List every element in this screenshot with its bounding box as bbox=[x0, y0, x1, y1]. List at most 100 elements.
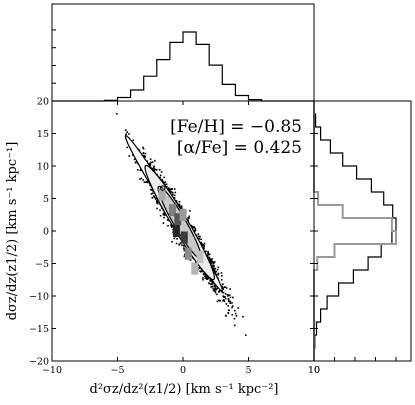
scatter-point bbox=[227, 312, 230, 314]
scatter-point bbox=[198, 267, 201, 269]
scatter-point bbox=[228, 294, 231, 297]
scatter-point bbox=[183, 255, 186, 258]
scatter-point bbox=[235, 315, 238, 317]
scatter-point bbox=[208, 282, 210, 284]
scatter-point bbox=[211, 258, 213, 260]
scatter-point bbox=[203, 247, 205, 250]
scatter-point bbox=[220, 272, 223, 274]
scatter-point bbox=[234, 309, 236, 312]
scatter-point bbox=[159, 209, 161, 212]
scatter-point bbox=[173, 194, 176, 197]
scatter-point bbox=[228, 309, 230, 312]
scatter-point bbox=[170, 190, 173, 193]
scatter-point bbox=[150, 188, 152, 191]
scatter-point bbox=[146, 181, 149, 184]
scatter-point bbox=[203, 242, 206, 245]
y-tick-label: −10 bbox=[29, 292, 49, 303]
density-block bbox=[169, 204, 176, 217]
scatter-point bbox=[233, 317, 236, 320]
scatter-point bbox=[116, 112, 118, 115]
scatter-point bbox=[166, 185, 168, 188]
scatter-point bbox=[214, 270, 217, 273]
scatter-point bbox=[204, 275, 206, 278]
scatter-point bbox=[181, 244, 183, 246]
density-block bbox=[158, 188, 166, 201]
scatter-point bbox=[225, 287, 228, 289]
scatter-point bbox=[170, 226, 173, 228]
scatter-point bbox=[176, 238, 178, 240]
scatter-point bbox=[200, 242, 203, 245]
scatter-point bbox=[222, 287, 224, 290]
scatter-point bbox=[197, 233, 200, 235]
scatter-point bbox=[229, 296, 232, 299]
scatter-point bbox=[191, 225, 194, 228]
scatter-point bbox=[227, 295, 229, 297]
annotation-block: [Fe/H] = −0.85 [α/Fe] = 0.425 bbox=[170, 117, 302, 158]
scatter-point bbox=[212, 263, 215, 265]
scatter-point bbox=[223, 296, 226, 299]
scatter-point bbox=[152, 195, 155, 197]
scatter-point bbox=[212, 287, 214, 290]
y-axis-label: dσz/dz(z1/2) [km s⁻¹ kpc⁻¹] bbox=[5, 142, 20, 321]
scatter-point bbox=[133, 158, 136, 161]
scatter-point bbox=[229, 302, 231, 305]
scatter-point bbox=[162, 212, 165, 215]
scatter-point bbox=[153, 169, 156, 171]
x-tick-label: 5 bbox=[245, 365, 251, 376]
scatter-point bbox=[183, 249, 186, 252]
scatter-point bbox=[200, 238, 202, 241]
scatter-point bbox=[233, 324, 236, 327]
scatter-point bbox=[175, 242, 178, 245]
scatter-point bbox=[209, 280, 212, 282]
scatter-point bbox=[137, 169, 139, 171]
scatter-point bbox=[171, 192, 174, 194]
top-histogram-frame bbox=[51, 3, 315, 102]
scatter-point bbox=[142, 179, 144, 181]
scatter-point bbox=[200, 241, 202, 244]
scatter-point bbox=[223, 300, 226, 303]
scatter-point bbox=[171, 188, 174, 190]
scatter-point bbox=[180, 205, 183, 207]
scatter-point bbox=[216, 268, 219, 271]
scatter-point bbox=[167, 219, 170, 222]
main-panel: −10 −5 0 5 10 −20 −15 −10 −5 0 5 10 15 20 bbox=[29, 97, 320, 377]
annotation-afe: [α/Fe] = 0.425 bbox=[177, 138, 302, 158]
scatter-point bbox=[156, 199, 158, 202]
scatter-point bbox=[163, 176, 165, 179]
scatter-point bbox=[144, 181, 147, 184]
scatter-point bbox=[215, 270, 218, 273]
scatter-point bbox=[162, 222, 165, 224]
scatter-point bbox=[193, 226, 196, 228]
scatter-point bbox=[148, 162, 150, 165]
scatter-point bbox=[173, 188, 176, 190]
scatter-point bbox=[214, 290, 216, 293]
scatter-point bbox=[227, 305, 229, 307]
scatter-point bbox=[214, 287, 217, 289]
y-tick-label: −5 bbox=[35, 259, 49, 270]
scatter-point bbox=[204, 274, 207, 277]
scatter-point bbox=[189, 259, 192, 261]
scatter-point bbox=[140, 177, 143, 180]
scatter-point bbox=[231, 302, 233, 304]
scatter-point bbox=[205, 278, 208, 280]
scatter-point bbox=[211, 264, 214, 267]
scatter-point bbox=[222, 295, 225, 297]
scatter-point bbox=[165, 183, 168, 186]
scatter-point bbox=[203, 272, 205, 275]
scatter-point bbox=[155, 169, 158, 171]
scatter-point bbox=[157, 201, 159, 203]
scatter-point bbox=[144, 152, 147, 155]
scatter-point bbox=[161, 178, 163, 181]
scatter-point bbox=[226, 294, 229, 296]
scatter-point bbox=[224, 293, 227, 295]
annotation-feh: [Fe/H] = −0.85 bbox=[170, 117, 302, 137]
scatter-point bbox=[229, 300, 232, 303]
scatter-point bbox=[143, 154, 145, 157]
scatter-point bbox=[221, 291, 224, 293]
scatter-point bbox=[220, 279, 223, 281]
scatter-point bbox=[134, 161, 137, 164]
scatter-point bbox=[170, 188, 172, 191]
scatter-point bbox=[131, 154, 134, 156]
scatter-point bbox=[152, 192, 154, 195]
